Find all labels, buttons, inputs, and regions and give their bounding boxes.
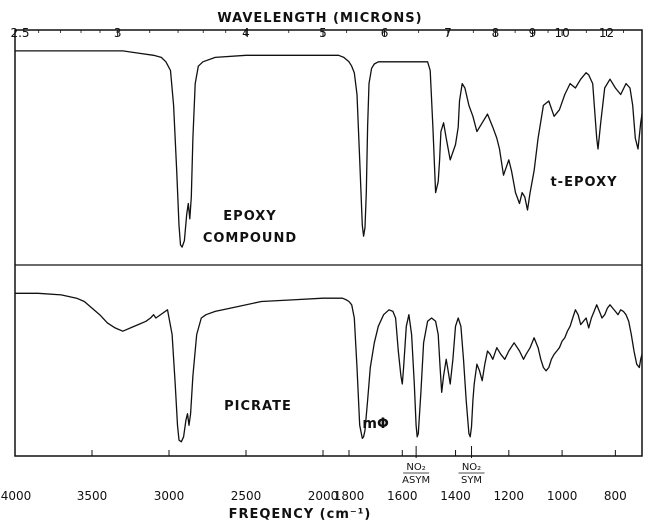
- x-tick-label: 800: [604, 489, 627, 503]
- top-tick-label: 3: [114, 26, 122, 40]
- top-tick-label: 4: [242, 26, 250, 40]
- annotation-label: SYM: [461, 475, 482, 486]
- top-tick-label: 2.5: [10, 26, 29, 40]
- top-tick-label: 6: [381, 26, 389, 40]
- top-tick-label: 9: [529, 26, 537, 40]
- x-tick-label: 2000: [308, 489, 339, 503]
- x-tick-label: 4000: [1, 489, 32, 503]
- spectrum-line: [15, 292, 643, 443]
- top-tick-label: 12: [599, 26, 614, 40]
- annotation-label: ASYM: [402, 475, 430, 486]
- x-tick-label: 1200: [494, 489, 525, 503]
- plot-border: [14, 29, 643, 457]
- top-tick-label: 5: [319, 26, 327, 40]
- x-tick-label: 3000: [154, 489, 185, 503]
- spectrum-line: [15, 50, 643, 248]
- annotations: mΦ NO₂ ASYM NO₂ SYM: [362, 416, 485, 486]
- top-axis: WAVELENGTH (MICRONS) 2.5 3 4 5 6 7 8 9 10 12: [10, 11, 624, 40]
- x-tick-label: 1400: [440, 489, 471, 503]
- panel-label: PICRATE: [224, 399, 292, 414]
- x-tick-label: 1600: [387, 489, 418, 503]
- x-tick-label: 1800: [334, 489, 365, 503]
- spectrum-panel-epoxy: EPOXY COMPOUND t-EPOXY: [15, 50, 643, 248]
- annotation-label: NO₂: [462, 462, 481, 473]
- panel-label-line1: EPOXY: [223, 209, 276, 224]
- plot-frame: [14, 29, 643, 457]
- x-tick-label: 1000: [547, 489, 578, 503]
- bottom-axis: FREQENCY (cm⁻¹) 4000 3500 3000 2500 20001800…: [1, 450, 627, 521]
- top-tick-label: 7: [444, 26, 452, 40]
- x-tick-label: 2500: [231, 489, 262, 503]
- top-tick-label: 10: [554, 26, 569, 40]
- spectrum-panel-picrate: PICRATE: [15, 292, 643, 443]
- annotation-label: NO₂: [406, 462, 425, 473]
- x-axis-title: FREQENCY (cm⁻¹): [229, 507, 372, 521]
- top-tick-label: 8: [492, 26, 500, 40]
- panel-label-line2: COMPOUND: [203, 231, 297, 246]
- panel-side-label: t-EPOXY: [550, 175, 617, 190]
- annotation-m-phi: mΦ: [362, 416, 389, 432]
- x-tick-label: 3500: [77, 489, 108, 503]
- top-axis-title: WAVELENGTH (MICRONS): [217, 11, 422, 26]
